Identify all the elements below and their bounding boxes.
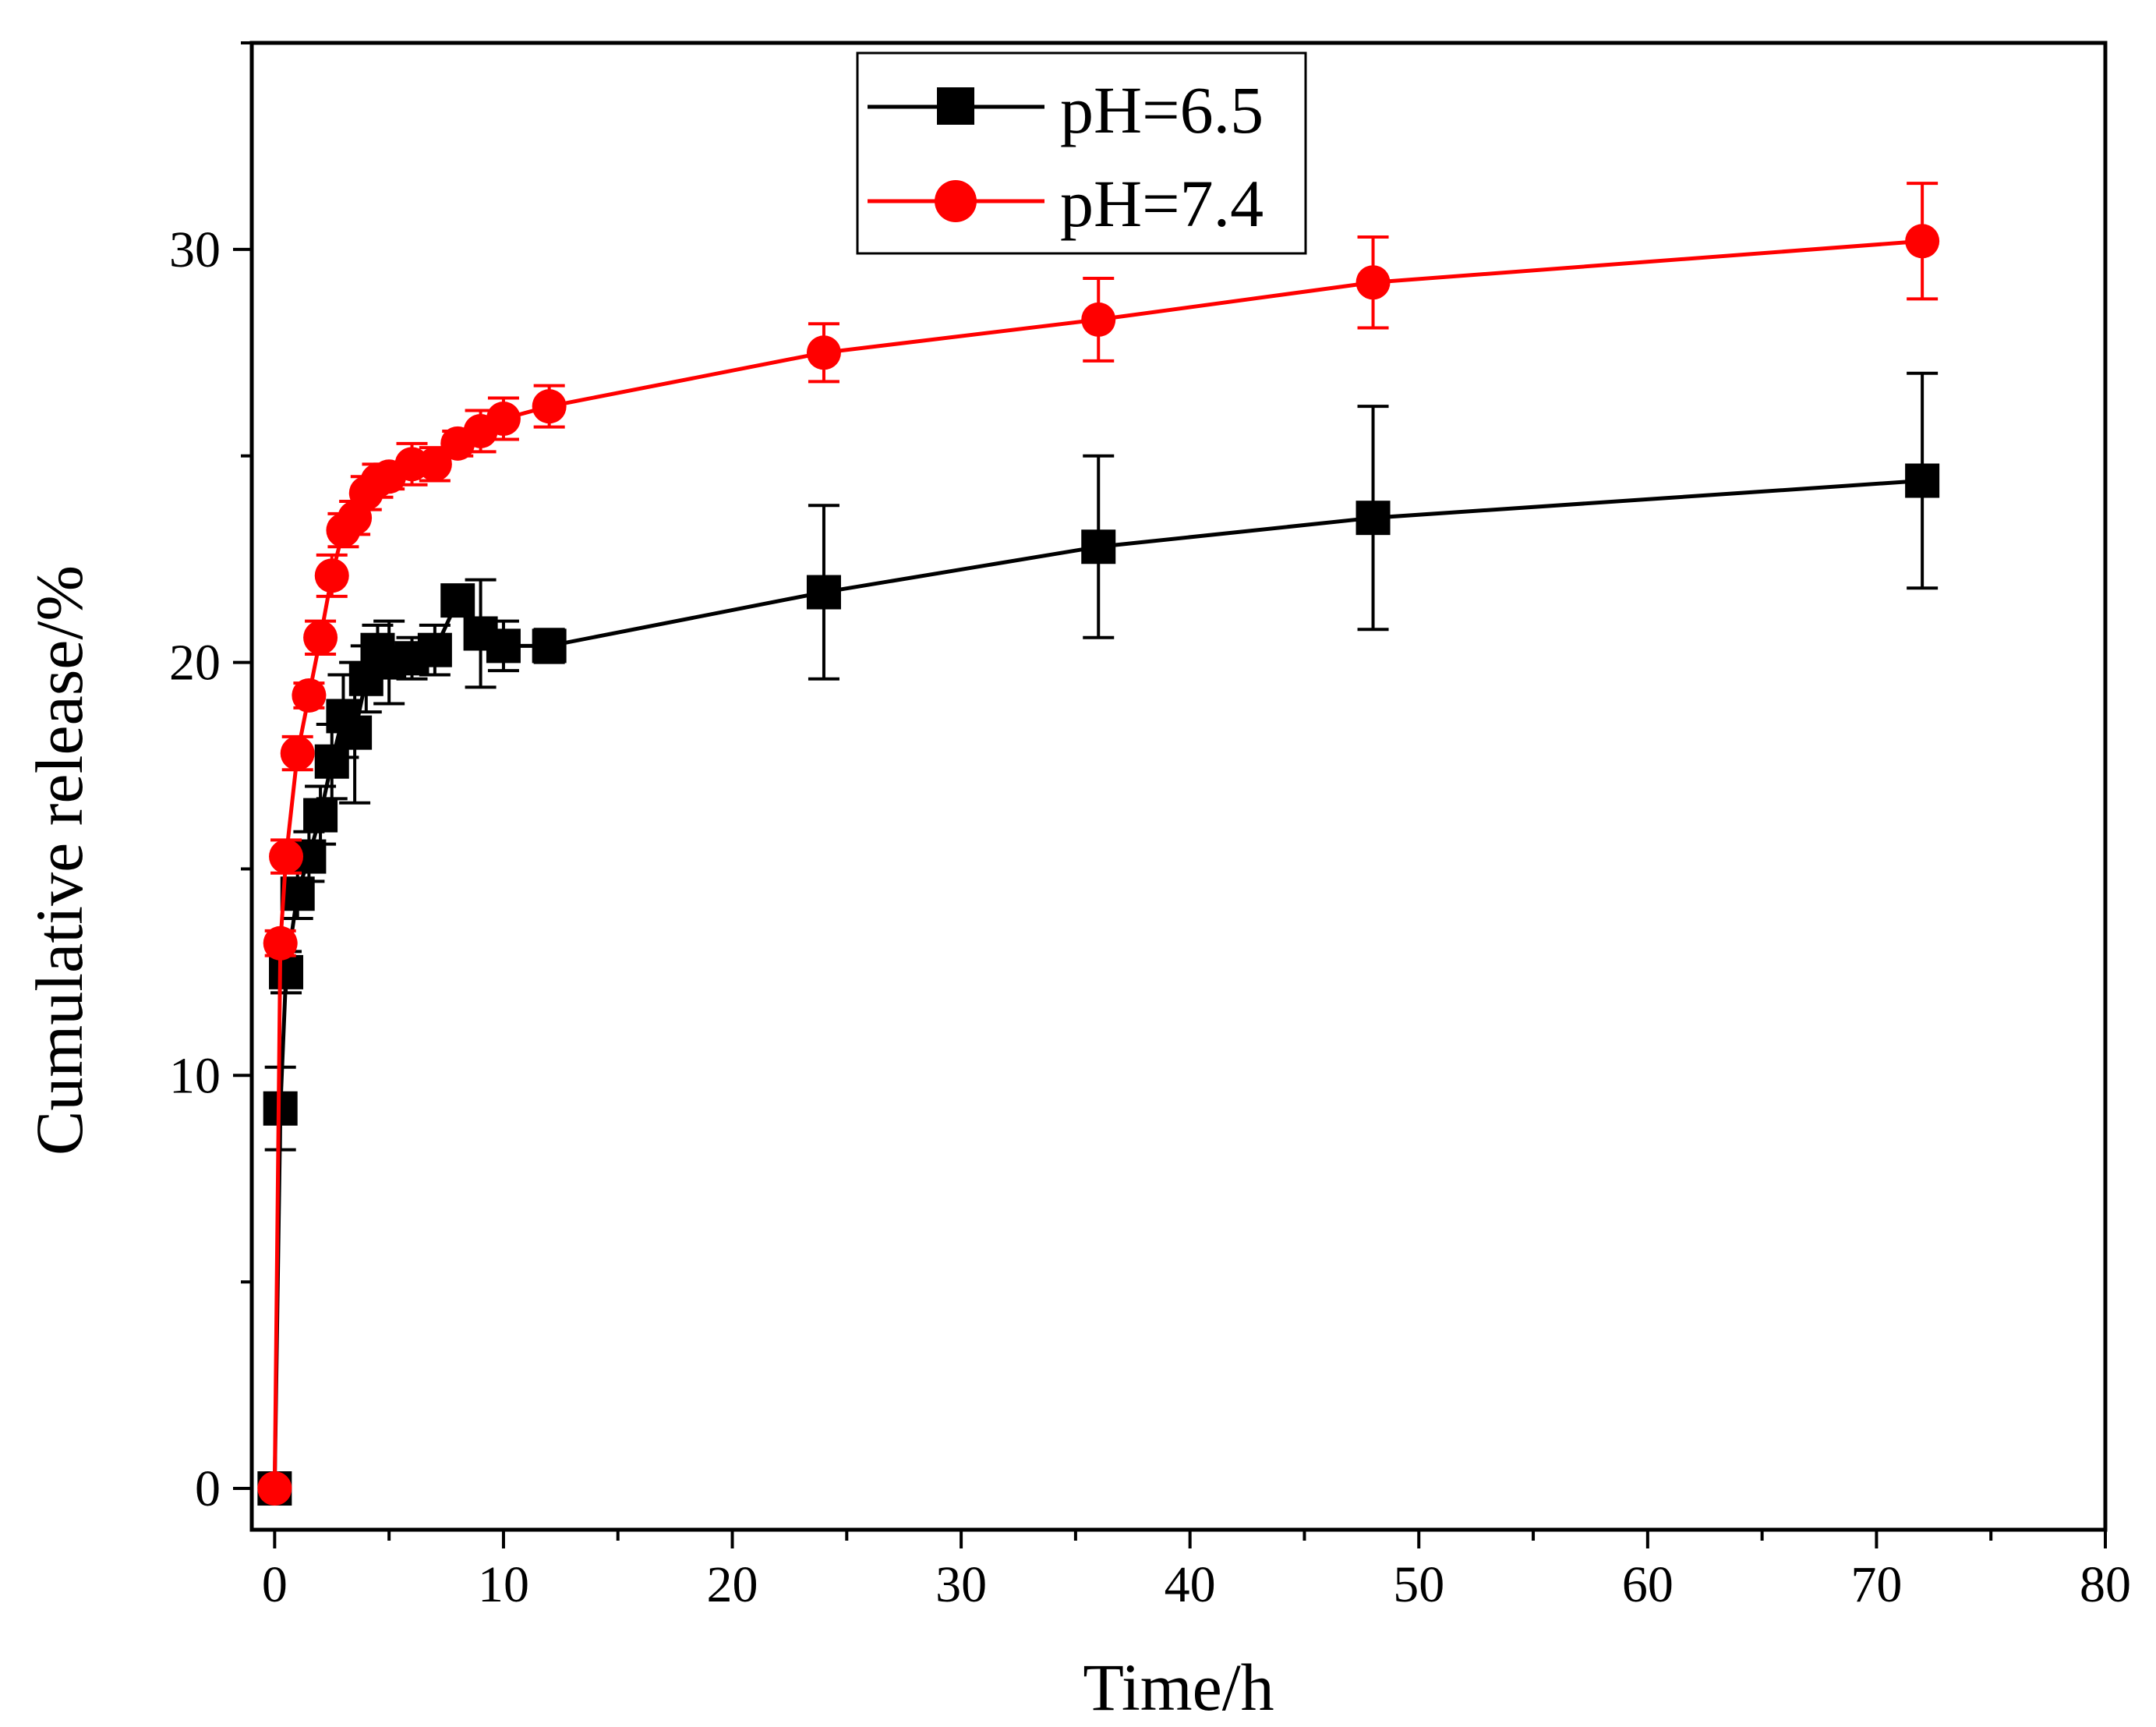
plot-frame [249, 41, 2108, 1532]
data-point [532, 628, 567, 664]
data-point [1081, 302, 1116, 337]
x-tick-label: 10 [478, 1556, 529, 1613]
axes: 0 10 20 30 40 50 60 70 80 0 10 20 30 [169, 41, 2131, 1613]
y-tick-label: 0 [195, 1460, 221, 1517]
data-point [269, 839, 304, 874]
x-axis-title: Time/h [1083, 1650, 1274, 1725]
legend-box [856, 51, 1307, 255]
data-point [257, 1471, 292, 1506]
x-tick-label: 0 [262, 1556, 288, 1613]
data-point [269, 954, 304, 989]
data-point [314, 558, 349, 593]
data-point [440, 583, 475, 618]
data-point [1905, 463, 1940, 498]
data-point [806, 575, 841, 610]
y-tick-label: 20 [169, 635, 221, 692]
data-point [417, 632, 452, 667]
x-tick-label: 60 [1622, 1556, 1674, 1613]
legend: pH=6.5 pH=7.4 [856, 51, 1307, 255]
legend-label-ph74: pH=7.4 [1060, 166, 1264, 241]
y-tick-label: 30 [169, 221, 221, 278]
x-tick-label: 80 [2080, 1556, 2131, 1613]
x-tick-label: 50 [1393, 1556, 1444, 1613]
data-point [263, 925, 298, 961]
y-axis-title: Cumulative release/% [22, 565, 97, 1155]
data-point [486, 402, 521, 437]
x-tick-label: 20 [707, 1556, 758, 1613]
legend-marker-ph74 [935, 180, 977, 222]
data-point [314, 744, 349, 779]
x-tick-label: 40 [1165, 1556, 1216, 1613]
data-point [303, 620, 338, 655]
data-point [486, 628, 521, 664]
x-tick-label: 30 [935, 1556, 987, 1613]
data-point [417, 447, 452, 482]
data-point [532, 389, 567, 424]
data-point [1905, 224, 1940, 259]
series-line [272, 239, 1923, 1489]
data-point [303, 798, 338, 833]
series-ph74 [257, 182, 1940, 1506]
data-point [806, 335, 841, 370]
data-point [292, 678, 327, 713]
series-group [257, 182, 1940, 1506]
data-point [280, 736, 315, 771]
data-point [338, 715, 373, 750]
y-tick-label: 10 [169, 1047, 221, 1104]
x-tick-label: 70 [1850, 1556, 1902, 1613]
data-point [1355, 501, 1391, 536]
data-point [1081, 529, 1116, 564]
series-ph65 [257, 371, 1940, 1506]
data-point [1355, 265, 1391, 300]
legend-label-ph65: pH=6.5 [1060, 73, 1264, 147]
legend-marker-ph65 [937, 87, 974, 125]
